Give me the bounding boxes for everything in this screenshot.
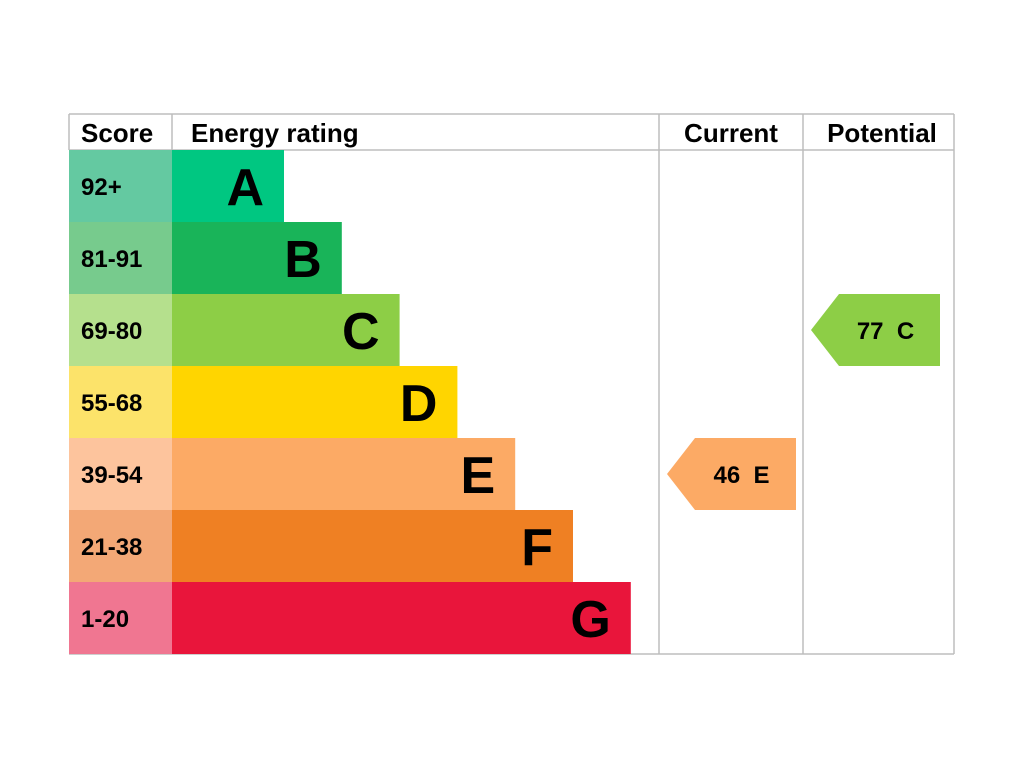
- band-letter-e: E: [461, 447, 496, 505]
- band-bar-e: [172, 438, 516, 510]
- table-headers: Score Energy rating Current Potential: [81, 118, 937, 148]
- score-label-c: 69-80: [81, 318, 142, 345]
- score-label-f: 21-38: [81, 534, 142, 561]
- band-letter-d: D: [400, 375, 438, 433]
- band-letter-g: G: [570, 591, 610, 649]
- score-label-d: 55-68: [81, 390, 142, 417]
- band-letter-c: C: [342, 303, 380, 361]
- header-score: Score: [81, 118, 153, 148]
- score-cell-e: [69, 438, 172, 510]
- header-energy-rating: Energy rating: [191, 118, 359, 148]
- score-label-e: 39-54: [81, 462, 143, 489]
- score-label-b: 81-91: [81, 246, 142, 273]
- current-rating-arrow: [667, 438, 796, 510]
- band-bar-a: [172, 150, 284, 222]
- band-bar-g: [172, 582, 631, 654]
- score-cell-b: [69, 222, 172, 294]
- header-current: Current: [684, 118, 778, 148]
- score-cell-c: [69, 294, 172, 366]
- band-bar-c: [172, 294, 400, 366]
- score-cell-f: [69, 510, 172, 582]
- band-bar-d: [172, 366, 458, 438]
- header-potential: Potential: [827, 118, 937, 148]
- band-letter-f: F: [521, 519, 553, 577]
- score-cell-a: [69, 150, 172, 222]
- potential-rating-label: 77 C: [857, 318, 914, 345]
- current-rating-label: 46 E: [713, 462, 769, 489]
- potential-rating-arrow: [811, 294, 940, 366]
- rating-arrows: 46 E 77 C: [667, 294, 940, 510]
- band-letter-a: A: [226, 159, 264, 217]
- score-cell-d: [69, 366, 172, 438]
- score-label-g: 1-20: [81, 606, 129, 633]
- band-bar-b: [172, 222, 342, 294]
- score-label-a: 92+: [81, 174, 122, 201]
- band-bar-f: [172, 510, 573, 582]
- band-letter-b: B: [284, 231, 322, 289]
- score-cell-g: [69, 582, 172, 654]
- rating-bands: 92+ A 81-91 B 69-80 C 55-68 D 39-54 E 21-38 F 1-20 G: [69, 150, 631, 654]
